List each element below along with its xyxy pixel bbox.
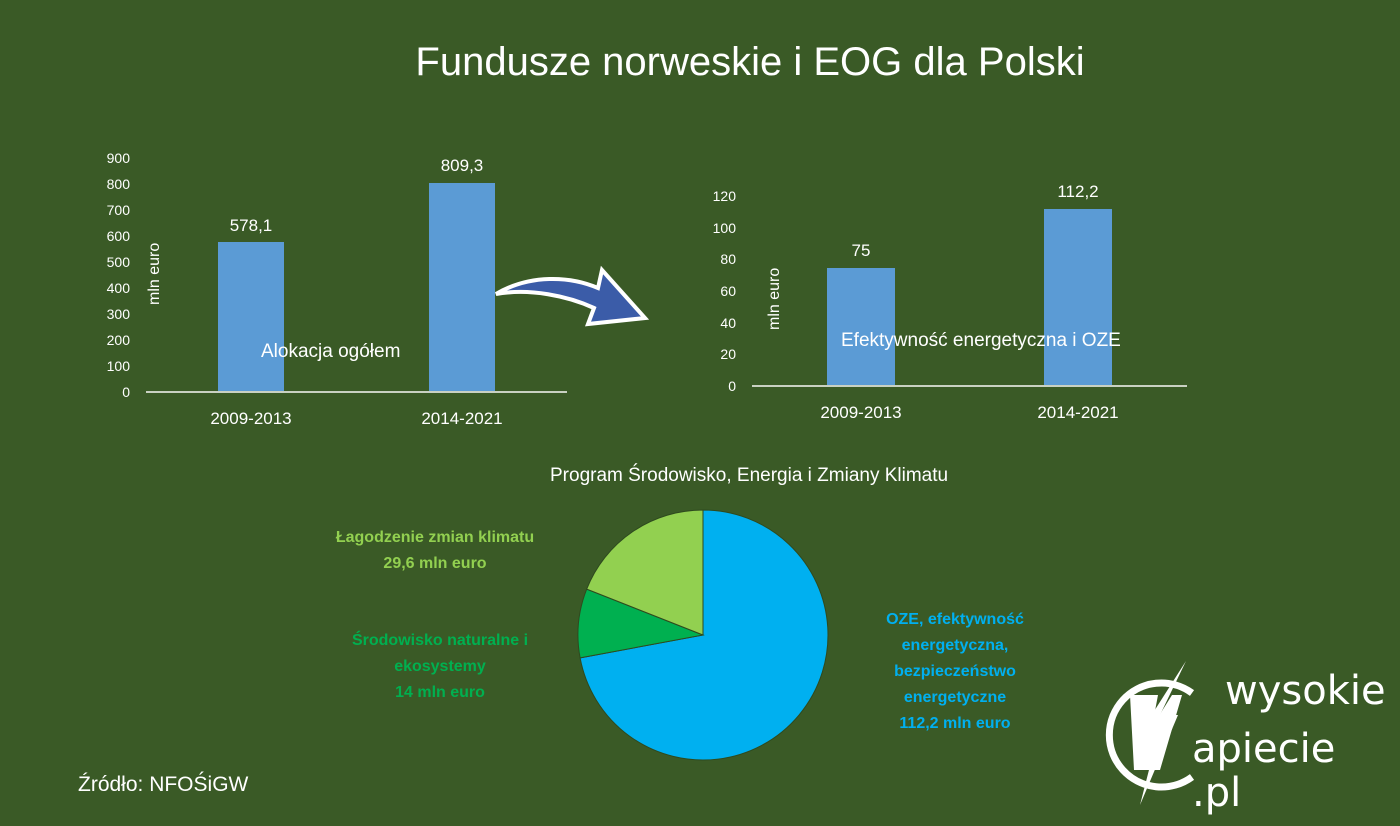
bar-value-label: 809,3 (440, 156, 484, 175)
bar-2009-2013 (218, 242, 284, 392)
y-axis-label: mln euro (146, 242, 163, 305)
y-tick: 600 (106, 228, 130, 244)
y-tick: 900 (106, 150, 130, 166)
y-tick: 0 (728, 378, 736, 394)
y-tick: 800 (106, 176, 130, 192)
y-tick: 300 (106, 306, 130, 322)
y-tick: 100 (712, 220, 736, 236)
y-axis-label: mln euro (766, 267, 783, 330)
y-tick: 200 (106, 332, 130, 348)
y-tick: 60 (720, 283, 736, 299)
bar-2009-2013 (827, 268, 895, 386)
bar-value-label: 75 (851, 241, 871, 260)
page-title: Fundusze norweskie i EOG dla Polski (415, 40, 1085, 84)
pie-title: Program Środowisko, Energia i Zmiany Kli… (550, 465, 949, 486)
pie-label-lagodzenie: Łagodzenie zmian klimatu 29,6 mln euro (335, 529, 535, 572)
x-tick: 2014-2021 (1037, 403, 1119, 422)
bar-2014-2021 (429, 183, 495, 392)
y-tick: 20 (720, 346, 736, 362)
chart-title: Efektywność energetyczna i OZE (841, 330, 1121, 351)
pie-svg (577, 509, 829, 761)
x-axis-line (146, 391, 567, 393)
logo-text-line1: wysokie (1225, 668, 1386, 714)
pie-label-srodowisko: Środowisko naturalne i ekosystemy 14 mln… (351, 632, 529, 701)
y-tick: 40 (720, 315, 736, 331)
bar-value-label: 578,1 (229, 216, 273, 235)
logo: wysokie apiecie .pl (1100, 655, 1390, 815)
y-tick: 120 (712, 188, 736, 204)
curved-arrow-right-icon (494, 265, 650, 327)
pie-slice-lagodzenie (586, 509, 704, 636)
x-tick: 2014-2021 (421, 409, 503, 428)
y-tick: 700 (106, 202, 130, 218)
bar-2014-2021 (1044, 209, 1112, 386)
pie-label-oze: OZE, efektywność energetyczna, bezpiecze… (886, 611, 1024, 732)
bar-value-label: 112,2 (1057, 182, 1099, 201)
y-tick: 0 (122, 384, 130, 400)
source-note: Źródło: NFOŚiGW (78, 773, 249, 796)
y-tick: 80 (720, 251, 736, 267)
y-tick: 500 (106, 254, 130, 270)
lightning-n-circle-icon (1105, 661, 1195, 805)
x-tick: 2009-2013 (820, 403, 902, 422)
x-tick: 2009-2013 (210, 409, 292, 428)
chart-title: Alokacja ogółem (261, 341, 401, 362)
logo-text-line2: apiecie .pl (1192, 726, 1336, 816)
x-axis-line (752, 385, 1187, 387)
y-tick: 100 (106, 358, 130, 374)
y-tick: 400 (106, 280, 130, 296)
